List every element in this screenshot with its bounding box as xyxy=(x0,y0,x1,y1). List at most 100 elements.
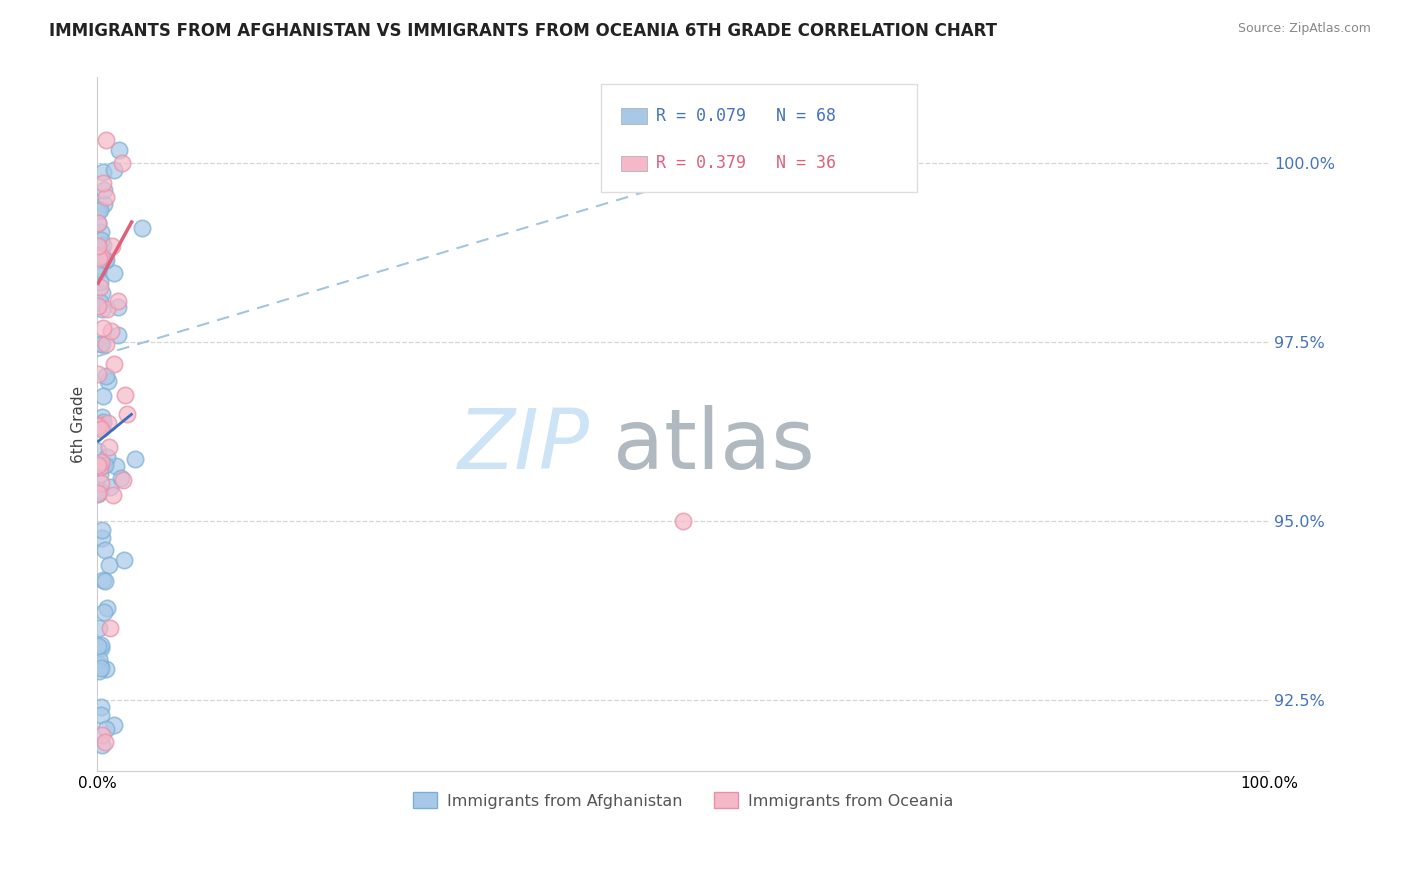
Point xyxy=(94,189,117,203)
Point xyxy=(91,286,114,301)
Point xyxy=(100,239,122,253)
Point xyxy=(91,165,114,179)
Point xyxy=(90,738,112,752)
Point xyxy=(103,487,125,501)
Point xyxy=(91,321,114,335)
Point xyxy=(89,484,111,499)
Point xyxy=(89,294,111,309)
Point xyxy=(90,225,112,239)
Point xyxy=(94,252,117,267)
Point xyxy=(87,419,110,434)
Point xyxy=(90,455,112,469)
Point xyxy=(91,237,114,252)
Point xyxy=(91,728,114,742)
Point xyxy=(90,661,112,675)
Point xyxy=(90,337,112,351)
Text: ZIP: ZIP xyxy=(457,405,589,485)
Point xyxy=(87,239,110,253)
Y-axis label: 6th Grade: 6th Grade xyxy=(72,385,86,463)
Point xyxy=(96,600,118,615)
Point xyxy=(96,301,118,316)
Point xyxy=(89,203,111,218)
Point xyxy=(111,473,134,487)
Point xyxy=(97,374,120,388)
Bar xyxy=(621,155,647,171)
Point xyxy=(90,475,112,490)
Point xyxy=(87,252,110,267)
Point xyxy=(91,573,114,587)
Point xyxy=(89,275,111,289)
Point xyxy=(90,708,112,723)
Point xyxy=(103,357,125,371)
Point xyxy=(112,552,135,566)
Text: Source: ZipAtlas.com: Source: ZipAtlas.com xyxy=(1237,22,1371,36)
Point xyxy=(100,324,122,338)
Point xyxy=(91,415,114,429)
Point xyxy=(91,176,114,190)
Point xyxy=(87,368,110,382)
Point xyxy=(87,458,110,472)
Point xyxy=(94,133,117,147)
Point xyxy=(90,523,112,537)
Point xyxy=(89,280,111,294)
Point xyxy=(87,216,110,230)
Point xyxy=(87,261,110,276)
Point xyxy=(87,652,110,666)
Point xyxy=(89,418,111,433)
Point xyxy=(107,327,129,342)
Point xyxy=(103,163,125,178)
Point xyxy=(94,543,117,558)
Point xyxy=(96,368,118,383)
Point xyxy=(87,204,110,219)
Point xyxy=(87,215,110,229)
Point xyxy=(87,264,110,278)
Point xyxy=(90,409,112,424)
Point xyxy=(93,197,115,211)
Point xyxy=(98,621,121,635)
Point xyxy=(89,251,111,265)
Point xyxy=(94,574,117,588)
Point xyxy=(110,471,132,485)
Text: IMMIGRANTS FROM AFGHANISTAN VS IMMIGRANTS FROM OCEANIA 6TH GRADE CORRELATION CHA: IMMIGRANTS FROM AFGHANISTAN VS IMMIGRANT… xyxy=(49,22,997,40)
Point xyxy=(107,301,129,315)
Point xyxy=(89,621,111,635)
Point xyxy=(131,220,153,235)
Point xyxy=(87,487,110,501)
Point xyxy=(103,717,125,731)
FancyBboxPatch shape xyxy=(602,85,918,192)
Point xyxy=(90,638,112,652)
Point xyxy=(93,184,115,198)
Text: R = 0.379   N = 36: R = 0.379 N = 36 xyxy=(657,154,837,172)
Point xyxy=(90,249,112,263)
Point xyxy=(91,337,114,351)
Point xyxy=(91,458,114,472)
Point xyxy=(107,294,129,309)
Point xyxy=(91,532,114,546)
Point xyxy=(89,460,111,475)
Point xyxy=(115,407,138,421)
Point xyxy=(114,388,136,402)
Point xyxy=(89,422,111,436)
Text: atlas: atlas xyxy=(613,405,814,485)
Point xyxy=(91,389,114,403)
Point xyxy=(94,735,117,749)
Point xyxy=(87,639,110,653)
Point xyxy=(108,143,131,157)
Point xyxy=(672,514,695,528)
Point xyxy=(96,662,118,676)
Point xyxy=(89,658,111,673)
Point xyxy=(89,250,111,264)
Point xyxy=(90,640,112,655)
Point xyxy=(90,301,112,316)
Point xyxy=(97,416,120,430)
Point xyxy=(103,266,125,280)
Point xyxy=(105,459,128,474)
Point xyxy=(94,252,117,267)
Point xyxy=(94,722,117,736)
Point xyxy=(111,156,134,170)
Point xyxy=(90,233,112,247)
Point xyxy=(87,299,110,313)
Point xyxy=(97,558,120,572)
Bar xyxy=(621,108,647,124)
Point xyxy=(90,243,112,257)
